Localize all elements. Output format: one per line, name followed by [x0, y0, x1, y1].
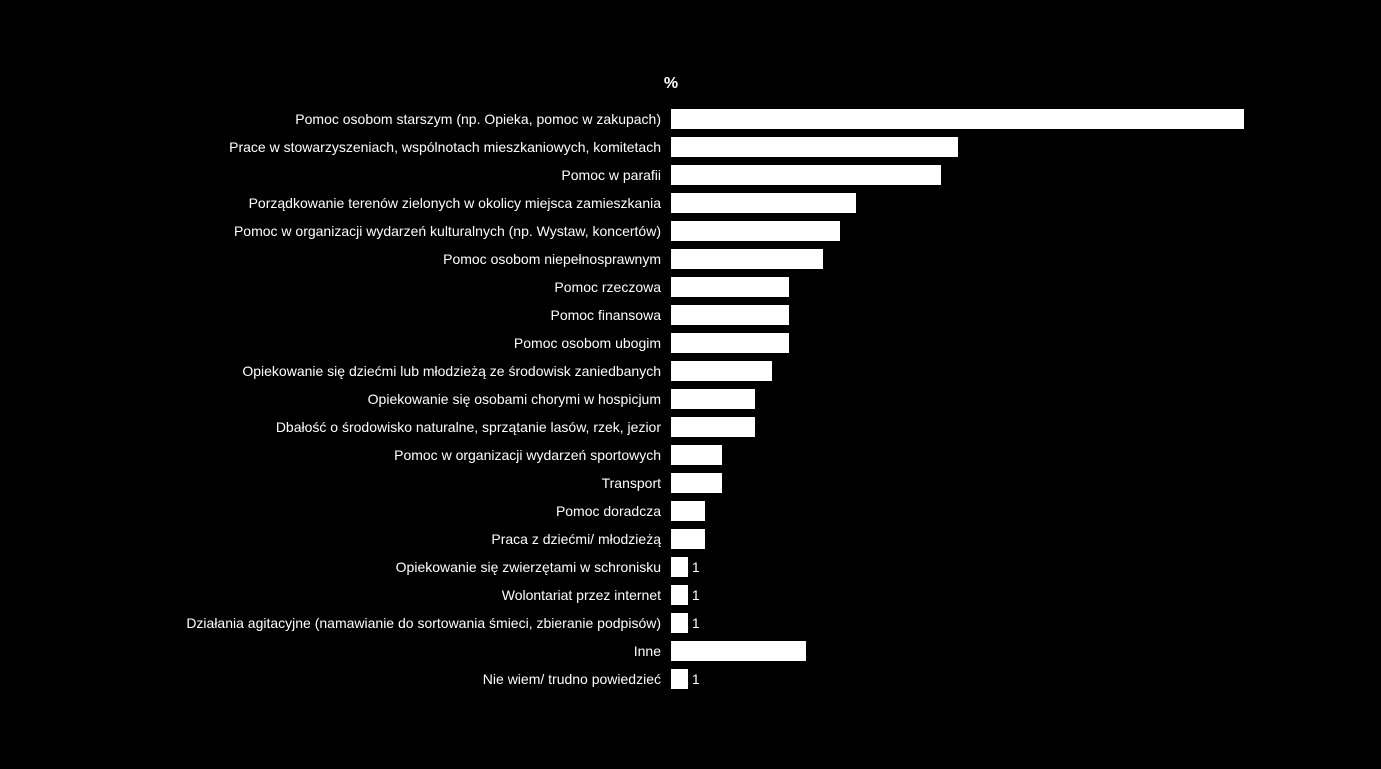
bar-label: Pomoc w parafii: [60, 167, 671, 183]
bar-area: [671, 389, 1321, 409]
bar-area: [671, 417, 1321, 437]
chart-title: %: [664, 75, 678, 93]
table-row: Nie wiem/ trudno powiedzieć 1: [60, 665, 1321, 693]
bar-area: [671, 249, 1321, 269]
bar-label: Prace w stowarzyszeniach, wspólnotach mi…: [60, 139, 671, 155]
table-row: Transport: [60, 469, 1321, 497]
table-row: Porządkowanie terenów zielonych w okolic…: [60, 189, 1321, 217]
table-row: Praca z dziećmi/ młodzieżą: [60, 525, 1321, 553]
bar-area: 1: [671, 557, 1321, 577]
bar-area: [671, 137, 1321, 157]
bar-label: Pomoc doradcza: [60, 503, 671, 519]
table-row: Pomoc w organizacji wydarzeń sportowych: [60, 441, 1321, 469]
bar: [671, 193, 856, 213]
bar-value: 1: [692, 587, 700, 603]
bar: [671, 221, 840, 241]
bar: [671, 417, 755, 437]
bar-value: 1: [692, 615, 700, 631]
bar-area: [671, 193, 1321, 213]
bar-area: [671, 361, 1321, 381]
bar-label: Pomoc w organizacji wydarzeń sportowych: [60, 447, 671, 463]
bar: [671, 389, 755, 409]
chart-rows: Pomoc osobom starszym (np. Opieka, pomoc…: [60, 105, 1321, 693]
bar: [671, 585, 688, 605]
bar-area: [671, 473, 1321, 493]
bar: [671, 473, 722, 493]
table-row: Dbałość o środowisko naturalne, sprzątan…: [60, 413, 1321, 441]
bar-value: 1: [692, 671, 700, 687]
bar-area: 1: [671, 669, 1321, 689]
bar-label: Pomoc osobom ubogim: [60, 335, 671, 351]
table-row: Opiekowanie się osobami chorymi w hospic…: [60, 385, 1321, 413]
table-row: Opiekowanie się dziećmi lub młodzieżą ze…: [60, 357, 1321, 385]
bar-area: 1: [671, 585, 1321, 605]
bar: [671, 445, 722, 465]
bar-label: Porządkowanie terenów zielonych w okolic…: [60, 195, 671, 211]
bar: [671, 277, 789, 297]
bar: [671, 501, 705, 521]
bar-area: [671, 165, 1321, 185]
bar: [671, 333, 789, 353]
table-row: Pomoc osobom ubogim: [60, 329, 1321, 357]
table-row: Prace w stowarzyszeniach, wspólnotach mi…: [60, 133, 1321, 161]
chart-container: % Pomoc osobom starszym (np. Opieka, pom…: [0, 0, 1381, 120]
bar-label: Transport: [60, 475, 671, 491]
table-row: Wolontariat przez internet 1: [60, 581, 1321, 609]
table-row: Opiekowanie się zwierzętami w schronisku…: [60, 553, 1321, 581]
bar-area: [671, 501, 1321, 521]
bar-label: Opiekowanie się osobami chorymi w hospic…: [60, 391, 671, 407]
bar-area: [671, 221, 1321, 241]
bar-label: Opiekowanie się dziećmi lub młodzieżą ze…: [60, 363, 671, 379]
table-row: Pomoc osobom starszym (np. Opieka, pomoc…: [60, 105, 1321, 133]
bar: [671, 361, 772, 381]
bar-label: Wolontariat przez internet: [60, 587, 671, 603]
bar: [671, 305, 789, 325]
bar-label: Opiekowanie się zwierzętami w schronisku: [60, 559, 671, 575]
bar: [671, 137, 958, 157]
bar-label: Nie wiem/ trudno powiedzieć: [60, 671, 671, 687]
bar-label: Pomoc osobom starszym (np. Opieka, pomoc…: [60, 111, 671, 127]
bar: [671, 641, 806, 661]
table-row: Pomoc doradcza: [60, 497, 1321, 525]
bar: [671, 529, 705, 549]
bar-area: [671, 333, 1321, 353]
table-row: Pomoc finansowa: [60, 301, 1321, 329]
bar: [671, 557, 688, 577]
bar: [671, 165, 941, 185]
bar-label: Dbałość o środowisko naturalne, sprzątan…: [60, 419, 671, 435]
bar: [671, 249, 823, 269]
bar-area: [671, 109, 1321, 129]
bar-area: [671, 641, 1321, 661]
table-row: Pomoc rzeczowa: [60, 273, 1321, 301]
bar-area: [671, 277, 1321, 297]
bar: [671, 669, 688, 689]
table-row: Inne: [60, 637, 1321, 665]
bar-label: Pomoc rzeczowa: [60, 279, 671, 295]
bar-label: Pomoc w organizacji wydarzeń kulturalnyc…: [60, 223, 671, 239]
table-row: Pomoc osobom niepełnosprawnym: [60, 245, 1321, 273]
bar-area: 1: [671, 613, 1321, 633]
bar-label: Pomoc finansowa: [60, 307, 671, 323]
table-row: Pomoc w parafii: [60, 161, 1321, 189]
bar-area: [671, 305, 1321, 325]
bar-area: [671, 445, 1321, 465]
bar-value: 1: [692, 559, 700, 575]
bar-label: Praca z dziećmi/ młodzieżą: [60, 531, 671, 547]
bar-label: Inne: [60, 643, 671, 659]
bar-area: [671, 529, 1321, 549]
table-row: Działania agitacyjne (namawianie do sort…: [60, 609, 1321, 637]
bar: [671, 613, 688, 633]
bar-label: Pomoc osobom niepełnosprawnym: [60, 251, 671, 267]
bar-label: Działania agitacyjne (namawianie do sort…: [60, 615, 671, 631]
bar: [671, 109, 1244, 129]
table-row: Pomoc w organizacji wydarzeń kulturalnyc…: [60, 217, 1321, 245]
